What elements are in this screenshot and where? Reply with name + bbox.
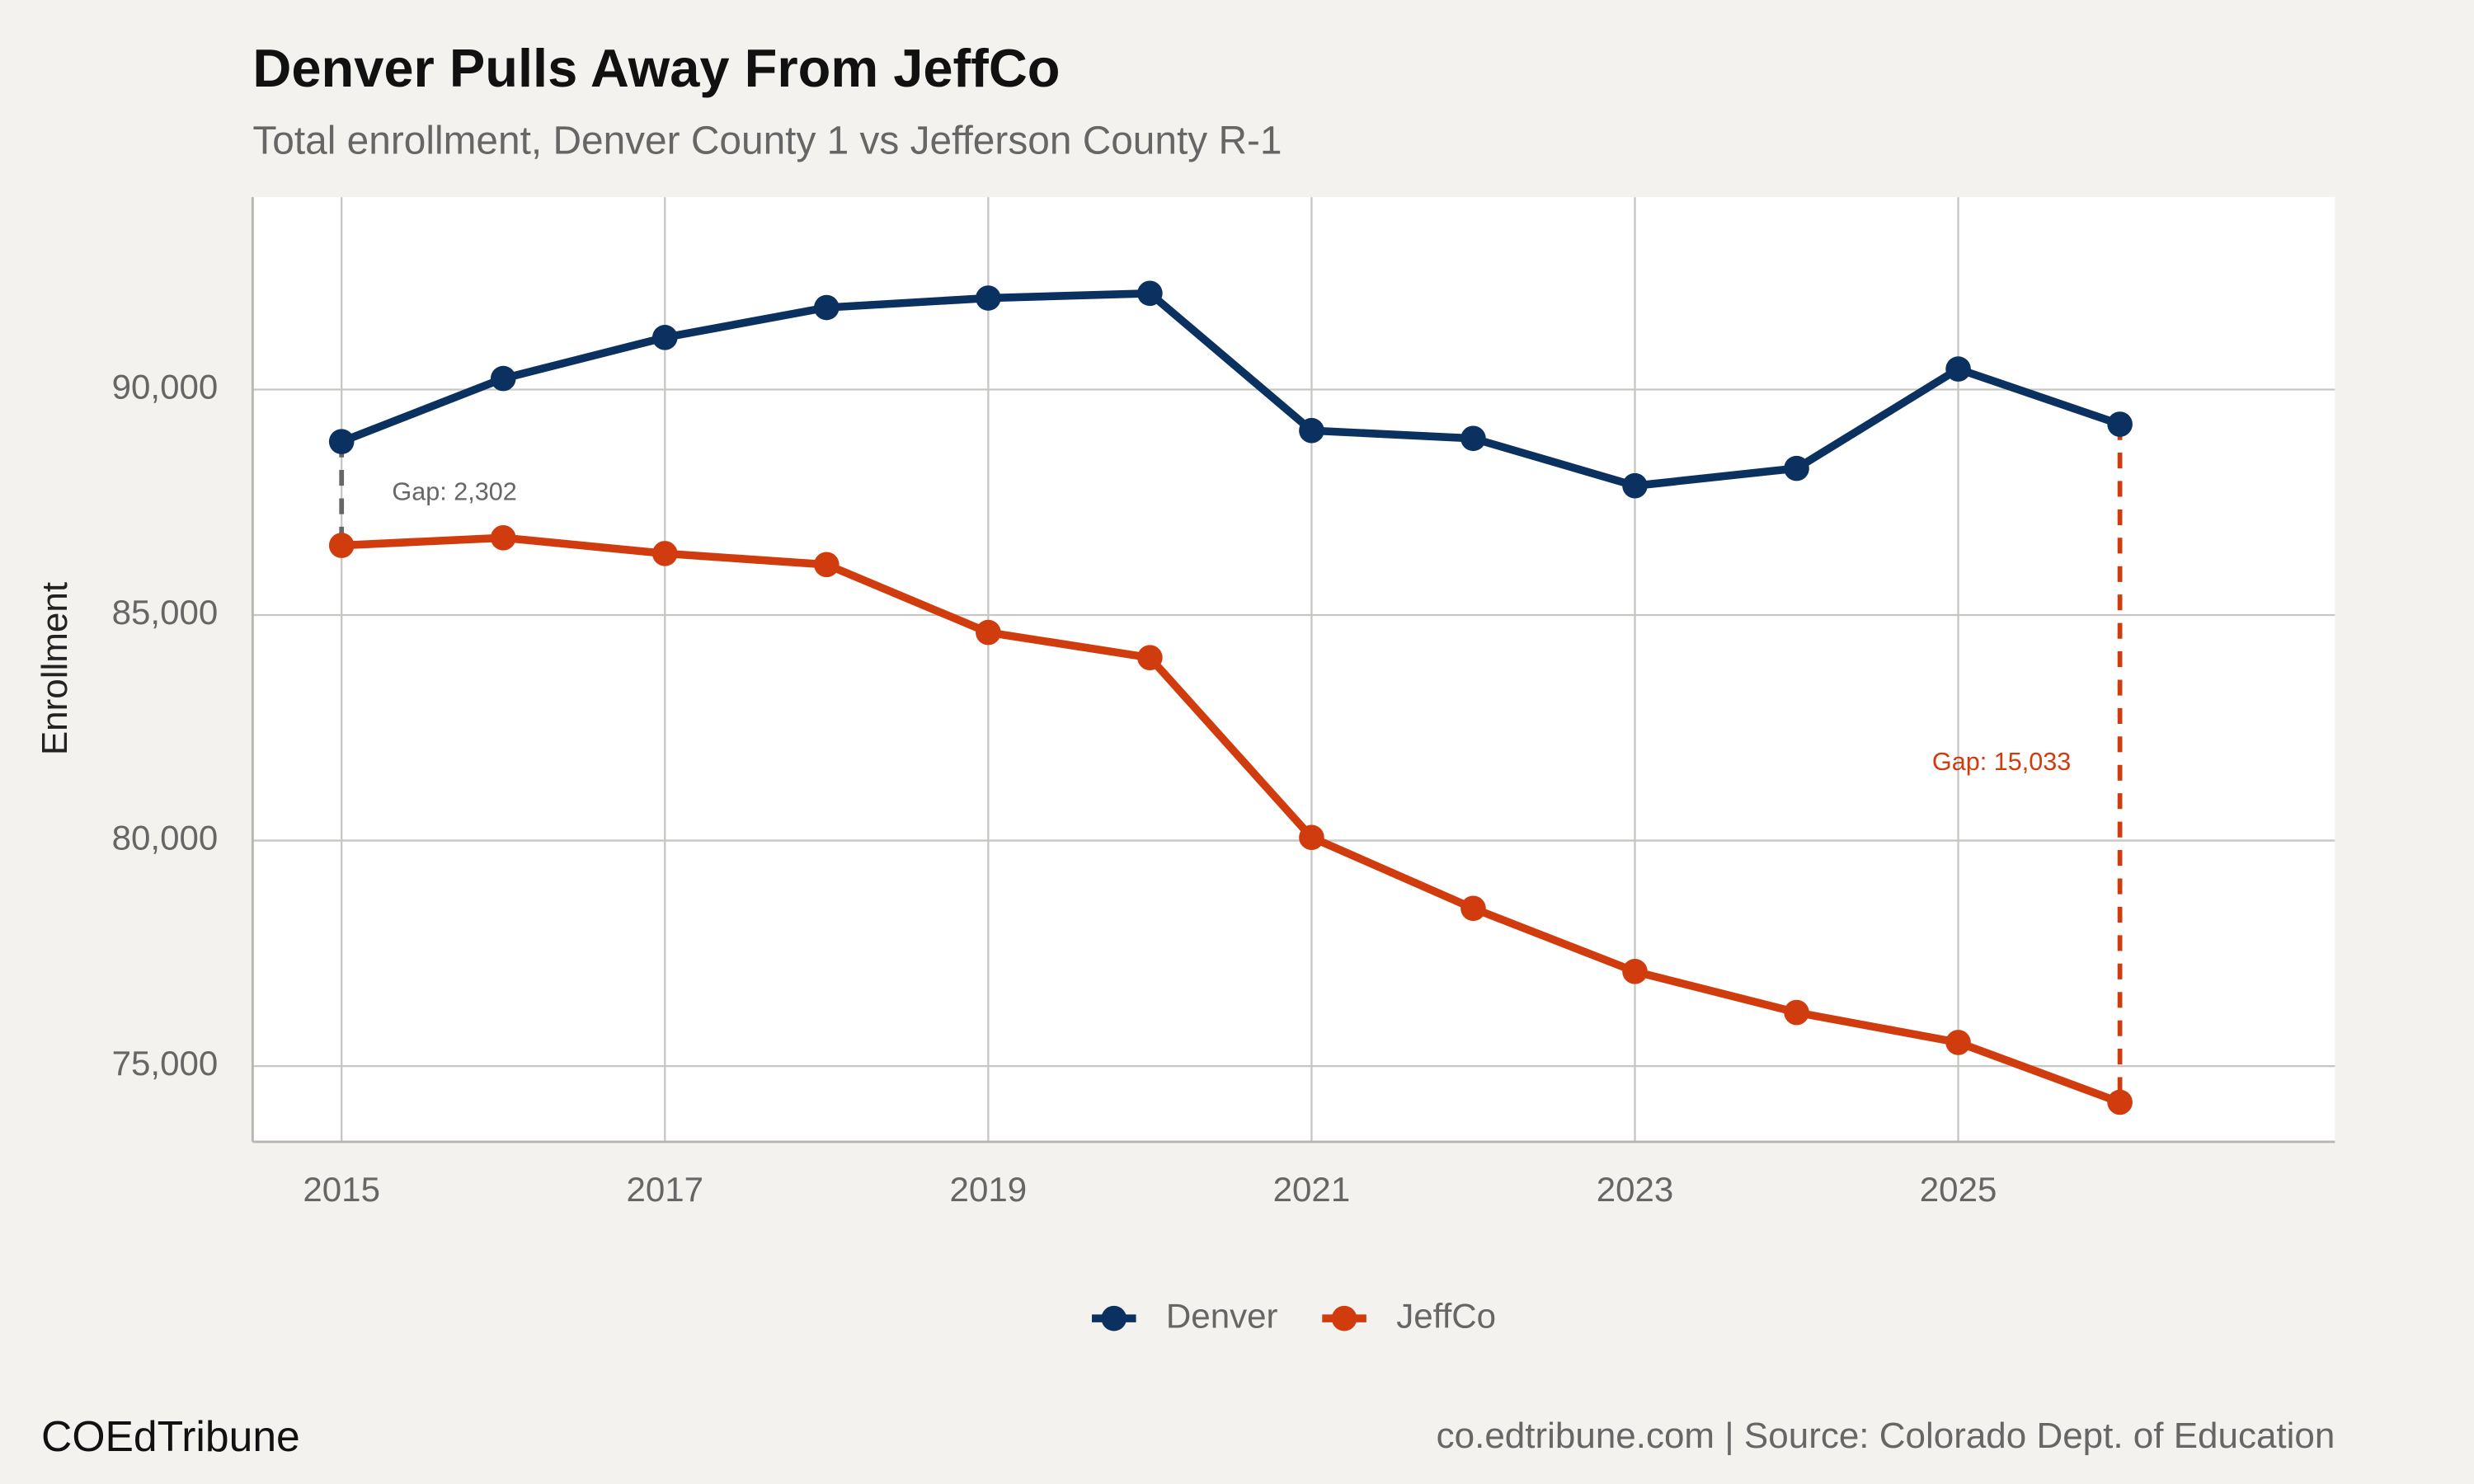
plot-area	[252, 197, 2335, 1142]
y-tick-label: 90,000	[112, 368, 219, 406]
data-point	[814, 294, 840, 321]
data-point	[976, 619, 1001, 646]
data-point	[1784, 999, 1809, 1026]
data-point	[1137, 280, 1163, 307]
data-point	[2107, 411, 2133, 437]
data-point	[328, 429, 355, 454]
legend-swatch	[1331, 1305, 1357, 1331]
data-point	[1299, 824, 1324, 851]
data-point	[1622, 959, 1648, 984]
brand: COEdTribune	[41, 1412, 300, 1460]
legend-swatch	[1101, 1305, 1127, 1331]
data-point	[490, 365, 516, 392]
data-point	[976, 285, 1001, 311]
data-point	[1622, 472, 1648, 499]
data-point	[328, 533, 355, 558]
annotation: Gap: 2,302	[392, 478, 516, 506]
data-point	[1137, 645, 1163, 670]
y-tick-label: 80,000	[112, 819, 219, 857]
data-point	[1299, 417, 1324, 444]
series-line	[340, 289, 2122, 490]
data-point	[814, 552, 840, 578]
data-point	[651, 325, 678, 350]
x-tick-label: 2019	[950, 1170, 1028, 1209]
x-tick-label: 2023	[1597, 1170, 1674, 1209]
x-tick-label: 2017	[626, 1170, 703, 1209]
legend-label: JeffCo	[1396, 1296, 1496, 1335]
caption: co.edtribune.com | Source: Colorado Dept…	[1437, 1416, 2335, 1456]
x-tick-label: 2015	[303, 1170, 380, 1209]
data-point	[490, 525, 516, 551]
data-point	[1460, 425, 1486, 452]
data-point	[2107, 1089, 2133, 1115]
data-point	[1945, 1030, 1971, 1055]
chart-title: Denver Pulls Away From JeffCo	[252, 38, 1060, 98]
data-point	[651, 541, 678, 566]
y-axis-label: Enrollment	[35, 582, 75, 755]
legend-label: Denver	[1166, 1296, 1278, 1335]
data-point	[1460, 895, 1486, 922]
x-tick-label: 2025	[1920, 1170, 1997, 1209]
y-tick-label: 75,000	[112, 1044, 219, 1082]
data-point	[1784, 455, 1809, 481]
x-tick-label: 2021	[1273, 1170, 1351, 1209]
series-line	[341, 533, 2122, 1106]
y-tick-label: 85,000	[112, 593, 219, 632]
data-point	[1945, 356, 1971, 382]
annotation: Gap: 15,033	[1932, 748, 2071, 776]
chart-subtitle: Total enrollment, Denver County 1 vs Jef…	[252, 120, 1282, 163]
